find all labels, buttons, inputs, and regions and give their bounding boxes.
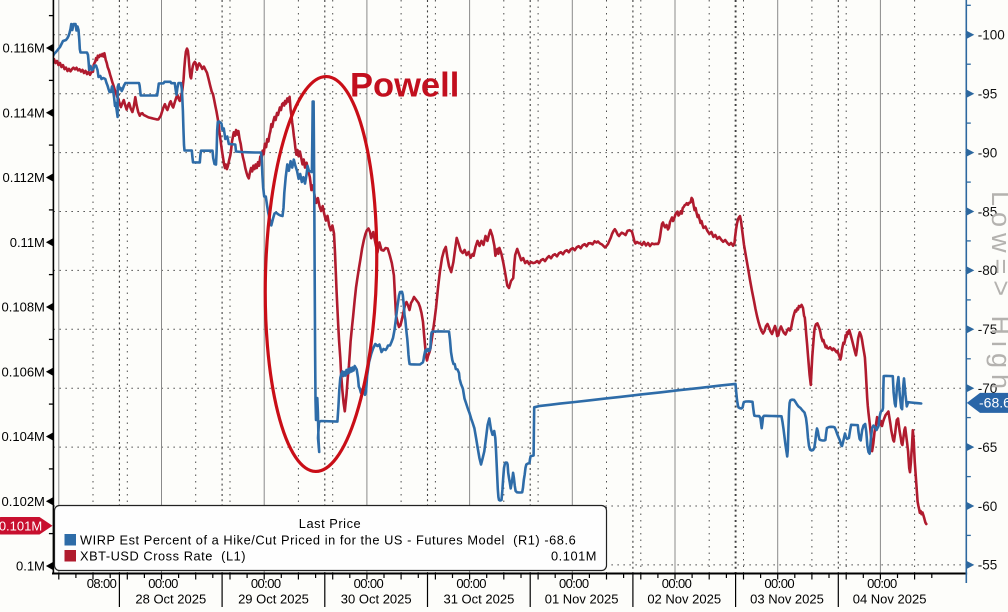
svg-text:-70: -70 [978, 381, 998, 396]
svg-text:Last Price: Last Price [299, 516, 361, 531]
svg-text:-55: -55 [978, 558, 998, 573]
svg-text:00:00: 00:00 [456, 576, 486, 591]
svg-text:0.106M: 0.106M [2, 364, 45, 379]
svg-text:-95: -95 [978, 87, 998, 102]
svg-text:01 Nov 2025: 01 Nov 2025 [545, 592, 619, 607]
svg-text:0.101M: 0.101M [551, 549, 597, 564]
svg-text:-90: -90 [978, 145, 998, 160]
svg-text:-60: -60 [978, 499, 998, 514]
svg-text:00:00: 00:00 [559, 576, 589, 591]
svg-text:00:00: 00:00 [148, 576, 178, 591]
svg-text:-80: -80 [978, 263, 998, 278]
svg-text:-75: -75 [978, 322, 998, 337]
svg-text:04 Nov 2025: 04 Nov 2025 [853, 592, 927, 607]
svg-text:Low=> High: Low=> High [986, 191, 1008, 395]
svg-text:0.116M: 0.116M [2, 41, 44, 56]
svg-text:-85: -85 [978, 204, 998, 219]
svg-text:0.108M: 0.108M [2, 300, 45, 315]
svg-text:0.101M: 0.101M [0, 518, 42, 533]
svg-text:0.102M: 0.102M [2, 494, 45, 509]
svg-text:WIRP Est Percent of a Hike/Cut: WIRP Est Percent of a Hike/Cut Priced in… [80, 533, 576, 548]
svg-text:28 Oct 2025: 28 Oct 2025 [135, 592, 206, 607]
svg-text:-65: -65 [978, 440, 998, 455]
svg-text:0.114M: 0.114M [2, 105, 44, 120]
svg-text:0.1M: 0.1M [16, 559, 45, 574]
svg-text:03 Nov 2025: 03 Nov 2025 [750, 592, 824, 607]
svg-text:-100: -100 [978, 28, 1005, 43]
svg-text:02 Nov 2025: 02 Nov 2025 [647, 592, 721, 607]
svg-text:0.112M: 0.112M [2, 170, 44, 185]
svg-text:00:00: 00:00 [251, 576, 281, 591]
svg-text:08:00: 08:00 [87, 576, 117, 591]
svg-text:0.104M: 0.104M [2, 429, 45, 444]
svg-text:31 Oct 2025: 31 Oct 2025 [443, 592, 514, 607]
svg-text:00:00: 00:00 [662, 576, 692, 591]
svg-text:Powell: Powell [350, 67, 459, 105]
svg-text:-68.6: -68.6 [979, 395, 1008, 411]
svg-text:00:00: 00:00 [764, 576, 794, 591]
svg-text:00:00: 00:00 [867, 576, 897, 591]
svg-text:30 Oct 2025: 30 Oct 2025 [341, 592, 412, 607]
svg-text:00:00: 00:00 [354, 576, 384, 591]
svg-text:29 Oct 2025: 29 Oct 2025 [238, 592, 309, 607]
svg-text:0.11M: 0.11M [10, 235, 45, 250]
svg-text:XBT-USD Cross Rate (L1): XBT-USD Cross Rate (L1) [80, 549, 246, 564]
